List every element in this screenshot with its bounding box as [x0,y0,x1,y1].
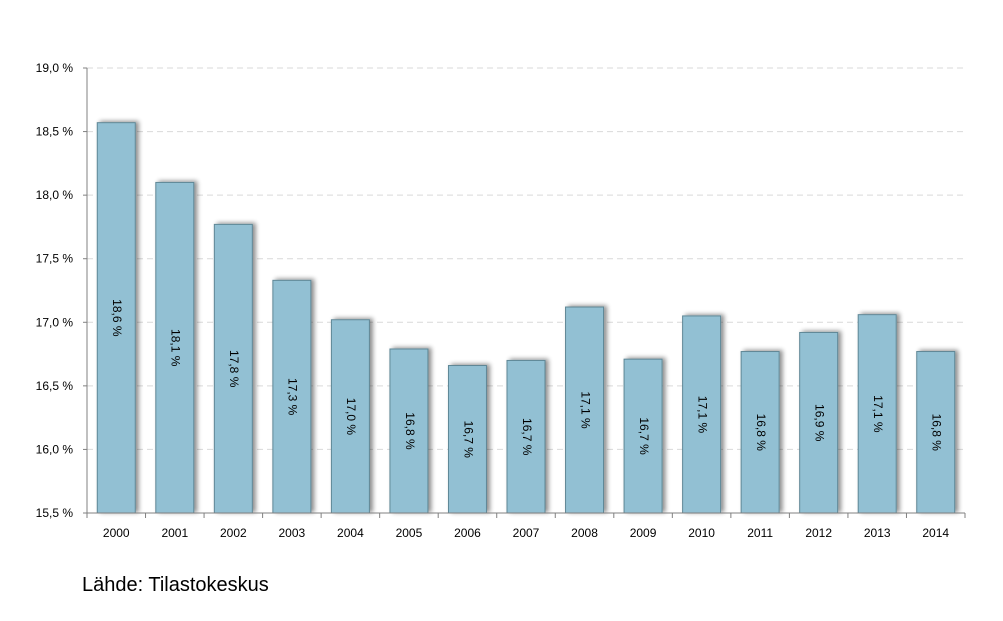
x-tick-labels: 2000 2001 2002 2003 2004 2005 2006 2007 2008 2009… [103,526,949,540]
x-tick-label: 2001 [161,526,188,540]
x-tick-label: 2000 [103,526,130,540]
bar [213,223,253,514]
data-label: 16,8 % [930,414,944,452]
y-tick-label: 15,5 % [36,506,74,520]
y-tick-label: 17,0 % [36,315,74,329]
bar [272,279,312,514]
data-label: 16,9 % [812,404,826,442]
x-tick-label: 2012 [805,526,832,540]
bar [916,351,956,514]
data-label: 16,8 % [754,414,768,452]
x-tick-label: 2013 [864,526,891,540]
y-tick-labels: 15,5 % 16,0 % 16,5 % 17,0 % 17,5 % 18,0 % 18,5… [36,61,74,520]
bar [799,331,839,514]
data-label: 17,3 % [286,378,300,416]
bar [623,358,663,514]
source-note: Lähde: Tilastokeskus [82,574,269,596]
bar [857,314,897,514]
x-tick-label: 2014 [922,526,949,540]
x-tick-label: 2008 [571,526,598,540]
data-label: 17,1 % [695,396,709,434]
data-label: 16,8 % [403,412,417,450]
x-tick-label: 2004 [337,526,364,540]
bar [682,315,722,514]
data-label: 16,7 % [520,418,534,456]
bar [506,359,546,514]
y-tick-label: 16,0 % [36,442,74,456]
y-tick-label: 17,5 % [36,252,74,266]
data-label: 17,1 % [871,395,885,433]
y-tick-label: 16,5 % [36,379,74,393]
bar [330,319,370,514]
bar [565,306,605,514]
bars [96,122,956,514]
bar [740,351,780,514]
x-tick-label: 2010 [688,526,715,540]
data-label: 17,8 % [227,350,241,388]
data-label: 18,1 % [169,329,183,367]
bar [447,365,487,514]
data-labels: 18,6 % 18,1 % 17,8 % 17,3 % 17,0 % 16,8 % 16,7… [110,299,943,458]
data-label: 18,6 % [110,299,124,337]
bar [96,122,136,514]
x-tick-label: 2007 [513,526,540,540]
y-tick-label: 18,5 % [36,125,74,139]
data-label: 17,1 % [578,391,592,429]
x-tick-label: 2011 [747,526,773,540]
bar [389,348,429,514]
x-tick-label: 2003 [279,526,306,540]
data-label: 17,0 % [344,398,358,436]
data-label: 16,7 % [637,417,651,455]
x-tick-label: 2009 [630,526,657,540]
y-tick-label: 19,0 % [36,61,74,75]
axes [83,67,966,518]
y-tick-label: 18,0 % [36,188,74,202]
x-tick-label: 2002 [220,526,247,540]
x-tick-label: 2006 [454,526,481,540]
bar [155,181,195,514]
x-tick-label: 2005 [396,526,423,540]
data-label: 16,7 % [461,421,475,459]
